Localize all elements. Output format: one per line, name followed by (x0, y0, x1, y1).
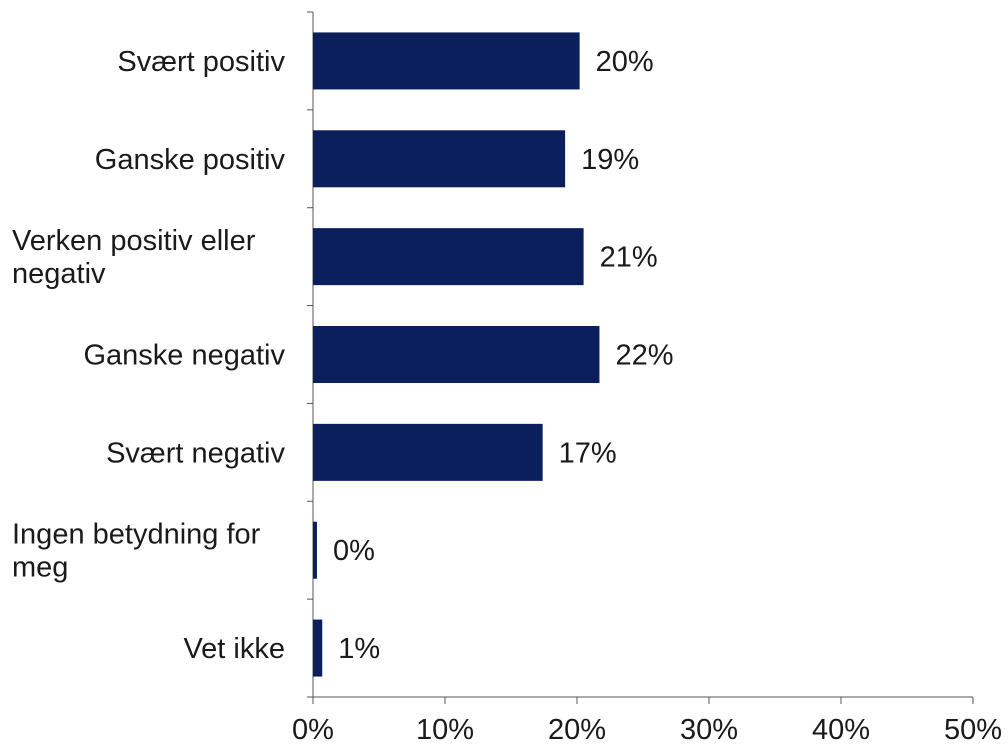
x-tick-label: 40% (812, 714, 870, 746)
category-label-line: Verken positiv eller (12, 225, 256, 257)
labels: 0% 10% 20% 30% 40% 50% 20% Svært positiv 19% Gans… (12, 46, 1002, 746)
category-label: Ganske positiv (95, 144, 286, 176)
bar (313, 619, 323, 677)
bar (313, 32, 580, 90)
category-label-line: meg (12, 552, 68, 584)
x-tick-label: 10% (416, 714, 474, 746)
category-label: Svært negativ (106, 437, 285, 469)
bar (313, 521, 317, 579)
x-tick-label: 20% (548, 714, 606, 746)
data-label: 22% (615, 340, 673, 372)
data-label: 17% (559, 437, 617, 469)
bar (313, 326, 600, 383)
category-label-line: Ingen betydning for (12, 519, 261, 551)
x-tick-label: 30% (680, 714, 738, 746)
bar (313, 228, 584, 286)
data-label: 19% (581, 144, 639, 176)
data-label: 21% (600, 242, 658, 274)
x-tick-label: 0% (292, 714, 334, 746)
category-label: Vet ikke (183, 633, 285, 665)
bar (313, 423, 543, 481)
data-label: 1% (338, 633, 380, 665)
x-tick-label: 50% (944, 714, 1002, 746)
category-label: Ingen betydning for meg (12, 519, 261, 584)
category-label-line: negativ (12, 258, 106, 290)
bar (313, 130, 566, 188)
data-label: 20% (596, 46, 654, 78)
category-label: Svært positiv (117, 46, 285, 78)
category-label: Verken positiv eller negativ (12, 225, 256, 290)
data-label: 0% (333, 535, 375, 567)
category-label: Ganske negativ (83, 340, 285, 372)
bars (313, 32, 600, 677)
